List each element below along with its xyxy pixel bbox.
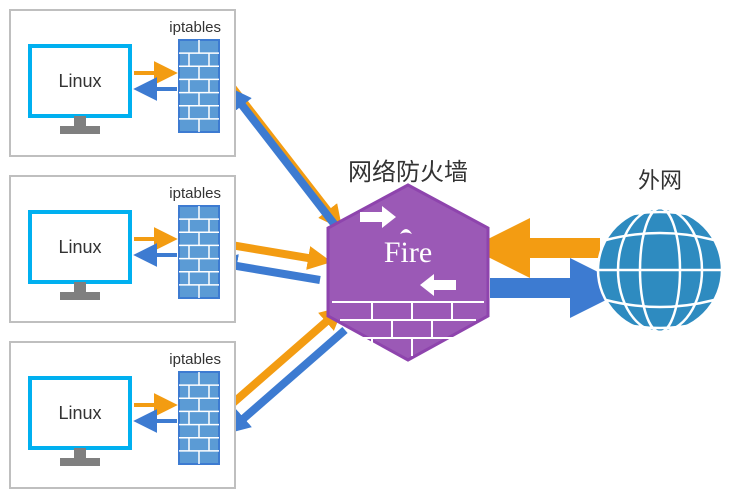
diagram-canvas: iptablesLinuxiptablesLinuxiptablesLinux … [0,0,735,500]
iptables-label: iptables [169,351,221,368]
arrow-linux3-to-fw [225,314,335,410]
linux-label: Linux [58,403,101,423]
firewall-node: 网络防火墙 Fire [328,159,488,360]
firewall-hexagon [328,185,488,360]
internet-node: 外网 [598,168,722,332]
linux-label: Linux [58,237,101,257]
internet-title: 外网 [638,168,682,193]
iptables-label: iptables [169,19,221,36]
linux-host-box: iptables Linux [10,176,235,322]
arrow-linux2-to-fw [225,244,320,260]
arrow-fw-to-linux3 [235,330,345,426]
linux-label: Linux [58,71,101,91]
arrow-fw-to-linux1 [235,96,345,238]
linux-host-box: iptables Linux [10,342,235,488]
arrow-fw-to-linux2 [225,264,320,280]
linux-host-box: iptables Linux [10,10,235,156]
firewall-title: 网络防火墙 [348,159,468,186]
firewall-inner-label: Fire [384,236,432,269]
iptables-label: iptables [169,185,221,202]
